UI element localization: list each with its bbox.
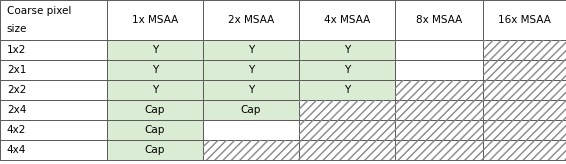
Bar: [107, 0, 203, 40]
Bar: [0, 140, 107, 160]
Bar: [299, 100, 395, 120]
Bar: [395, 60, 483, 80]
Text: Y: Y: [248, 85, 254, 95]
Bar: [483, 40, 566, 60]
Bar: [483, 0, 566, 40]
Bar: [299, 140, 395, 160]
Text: 16x MSAA: 16x MSAA: [498, 15, 551, 25]
Bar: [483, 120, 566, 140]
Bar: [483, 120, 566, 140]
Bar: [203, 100, 299, 120]
Text: 4x4: 4x4: [7, 145, 26, 155]
Bar: [395, 120, 483, 140]
Bar: [483, 60, 566, 80]
Bar: [483, 140, 566, 160]
Text: Y: Y: [248, 45, 254, 55]
Text: Y: Y: [152, 65, 158, 75]
Text: Y: Y: [344, 45, 350, 55]
Bar: [107, 100, 203, 120]
Bar: [107, 40, 203, 60]
Text: 8x MSAA: 8x MSAA: [416, 15, 462, 25]
Bar: [0, 40, 107, 60]
Text: 2x2: 2x2: [7, 85, 26, 95]
Bar: [395, 100, 483, 120]
Text: 1x MSAA: 1x MSAA: [132, 15, 178, 25]
Bar: [0, 60, 107, 80]
Bar: [203, 80, 299, 100]
Bar: [0, 80, 107, 100]
Text: Cap: Cap: [145, 125, 165, 135]
Text: Y: Y: [344, 85, 350, 95]
Text: size: size: [7, 24, 27, 34]
Bar: [203, 120, 299, 140]
Bar: [0, 100, 107, 120]
Bar: [483, 40, 566, 60]
Text: Y: Y: [248, 65, 254, 75]
Bar: [299, 40, 395, 60]
Bar: [395, 80, 483, 100]
Bar: [395, 0, 483, 40]
Bar: [483, 80, 566, 100]
Bar: [395, 40, 483, 60]
Bar: [483, 100, 566, 120]
Bar: [395, 120, 483, 140]
Text: 2x MSAA: 2x MSAA: [228, 15, 274, 25]
Bar: [299, 0, 395, 40]
Bar: [483, 140, 566, 160]
Bar: [107, 140, 203, 160]
Bar: [299, 120, 395, 140]
Bar: [395, 140, 483, 160]
Bar: [203, 140, 299, 160]
Bar: [483, 60, 566, 80]
Text: Cap: Cap: [145, 105, 165, 115]
Text: 1x2: 1x2: [7, 45, 26, 55]
Bar: [483, 100, 566, 120]
Text: Cap: Cap: [145, 145, 165, 155]
Bar: [483, 80, 566, 100]
Bar: [107, 80, 203, 100]
Bar: [395, 100, 483, 120]
Bar: [299, 140, 395, 160]
Text: Y: Y: [152, 45, 158, 55]
Bar: [299, 100, 395, 120]
Bar: [299, 80, 395, 100]
Bar: [395, 80, 483, 100]
Bar: [299, 60, 395, 80]
Bar: [107, 120, 203, 140]
Bar: [107, 60, 203, 80]
Text: 2x1: 2x1: [7, 65, 26, 75]
Bar: [203, 40, 299, 60]
Bar: [299, 120, 395, 140]
Text: 2x4: 2x4: [7, 105, 26, 115]
Bar: [0, 0, 107, 40]
Bar: [203, 140, 299, 160]
Bar: [203, 60, 299, 80]
Text: Y: Y: [344, 65, 350, 75]
Bar: [203, 0, 299, 40]
Text: Cap: Cap: [241, 105, 261, 115]
Text: 4x2: 4x2: [7, 125, 26, 135]
Text: Coarse pixel: Coarse pixel: [7, 6, 71, 16]
Bar: [395, 140, 483, 160]
Bar: [0, 120, 107, 140]
Text: Y: Y: [152, 85, 158, 95]
Text: 4x MSAA: 4x MSAA: [324, 15, 370, 25]
